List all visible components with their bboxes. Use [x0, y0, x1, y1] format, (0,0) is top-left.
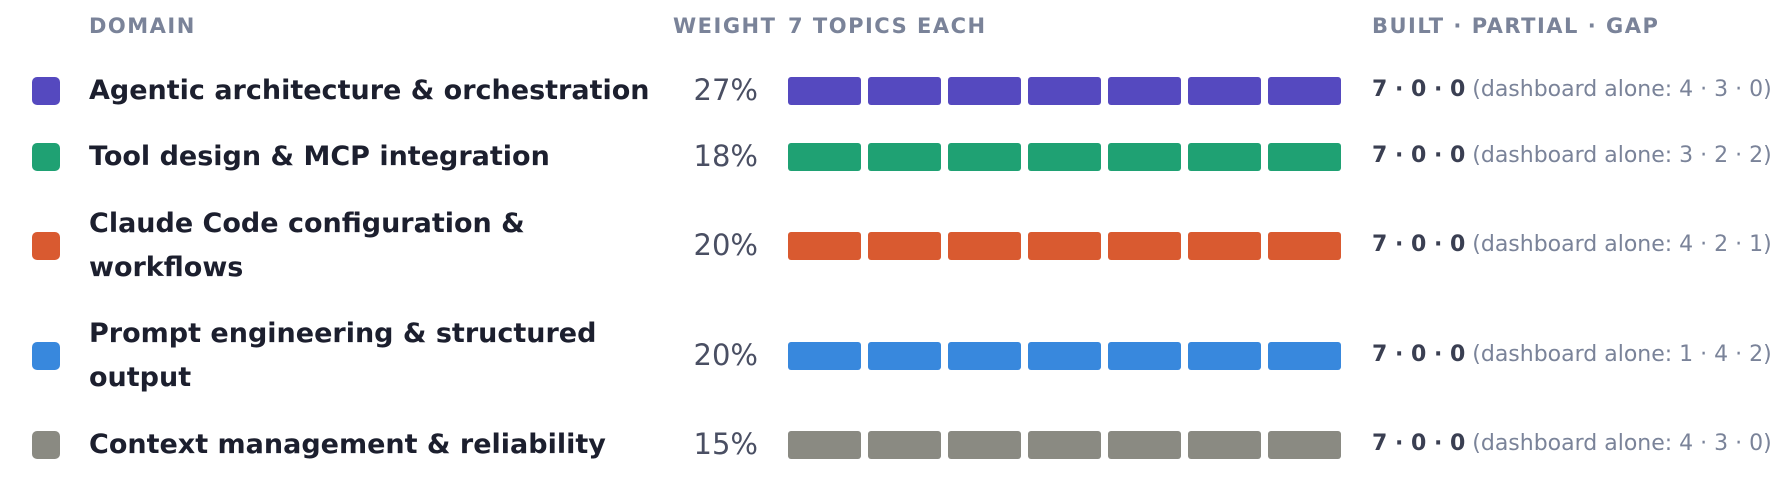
- domain-name: Agentic architecture & orchestration: [89, 69, 650, 113]
- dashboard-counts: (dashboard alone: 3 · 2 · 2): [1472, 143, 1772, 168]
- topic-segment: [788, 342, 861, 370]
- status-counts: 7 · 0 · 0: [1372, 77, 1466, 102]
- domain-name: Prompt engineering & structured output: [89, 312, 596, 400]
- topic-segment: [1028, 342, 1101, 370]
- topic-segment: [1268, 342, 1341, 370]
- name-line: Context management & reliability: [89, 429, 606, 460]
- topic-segment: [868, 342, 941, 370]
- topic-segment: [948, 342, 1021, 370]
- swatch: [32, 143, 60, 171]
- status: 7 · 0 · 0 (dashboard alone: 4 · 3 · 0): [1372, 431, 1772, 456]
- topic-segment: [1188, 143, 1261, 171]
- topic-segment: [788, 232, 861, 260]
- topic-segment: [1188, 232, 1261, 260]
- header-domain: DOMAIN: [89, 14, 196, 38]
- topic-segment: [948, 232, 1021, 260]
- topic-segment: [948, 431, 1021, 459]
- topic-segment: [1028, 232, 1101, 260]
- weight: 27%: [693, 73, 758, 107]
- topic-segment: [1108, 431, 1181, 459]
- name-line: Claude Code configuration &: [89, 208, 525, 239]
- name-line: Prompt engineering & structured: [89, 318, 597, 349]
- name-line: Agentic architecture & orchestration: [89, 75, 650, 106]
- topic-segment: [788, 77, 861, 105]
- status-counts: 7 · 0 · 0: [1372, 342, 1466, 367]
- topic-segment: [948, 143, 1021, 171]
- domain-name: Tool design & MCP integration: [89, 135, 550, 179]
- status: 7 · 0 · 0 (dashboard alone: 1 · 4 · 2): [1372, 342, 1772, 367]
- status: 7 · 0 · 0 (dashboard alone: 3 · 2 · 2): [1372, 143, 1772, 168]
- topic-segment: [868, 232, 941, 260]
- topic-segment: [1108, 143, 1181, 171]
- topic-segment: [868, 143, 941, 171]
- domain-name: Context management & reliability: [89, 423, 606, 467]
- dashboard-counts: (dashboard alone: 1 · 4 · 2): [1472, 342, 1772, 367]
- weight: 20%: [693, 228, 758, 262]
- name-line: workflows: [89, 252, 244, 283]
- name-line: output: [89, 362, 192, 393]
- weight: 18%: [693, 139, 758, 173]
- name-line: Tool design & MCP integration: [89, 141, 550, 172]
- topic-segment: [1188, 431, 1261, 459]
- header-weight: WEIGHT: [673, 14, 777, 38]
- dashboard-counts: (dashboard alone: 4 · 3 · 0): [1472, 431, 1772, 456]
- status: 7 · 0 · 0 (dashboard alone: 4 · 3 · 0): [1372, 77, 1772, 102]
- weight: 20%: [693, 338, 758, 372]
- swatch: [32, 232, 60, 260]
- status: 7 · 0 · 0 (dashboard alone: 4 · 2 · 1): [1372, 232, 1772, 257]
- dashboard-counts: (dashboard alone: 4 · 2 · 1): [1472, 232, 1772, 257]
- dashboard-counts: (dashboard alone: 4 · 3 · 0): [1472, 77, 1772, 102]
- topic-segment: [1028, 77, 1101, 105]
- status-counts: 7 · 0 · 0: [1372, 431, 1466, 456]
- swatch: [32, 77, 60, 105]
- topic-segment: [1108, 77, 1181, 105]
- topic-segment: [1268, 431, 1341, 459]
- topic-segment: [1268, 232, 1341, 260]
- topic-segment: [1268, 143, 1341, 171]
- topic-segment: [1108, 232, 1181, 260]
- topic-segment: [948, 77, 1021, 105]
- swatch: [32, 342, 60, 370]
- topic-segment: [1188, 342, 1261, 370]
- topic-segment: [868, 77, 941, 105]
- topic-segment: [1028, 431, 1101, 459]
- topic-segment: [1108, 342, 1181, 370]
- topic-segment: [1268, 77, 1341, 105]
- topic-segment: [1188, 77, 1261, 105]
- weight: 15%: [693, 427, 758, 461]
- topic-segment: [788, 431, 861, 459]
- status-counts: 7 · 0 · 0: [1372, 232, 1466, 257]
- topic-segment: [868, 431, 941, 459]
- status-counts: 7 · 0 · 0: [1372, 143, 1466, 168]
- swatch: [32, 431, 60, 459]
- header-topics: 7 TOPICS EACH: [788, 14, 987, 38]
- domain-name: Claude Code configuration & workflows: [89, 202, 525, 290]
- topic-segment: [1028, 143, 1101, 171]
- header-status: BUILT · PARTIAL · GAP: [1372, 14, 1660, 38]
- topic-segment: [788, 143, 861, 171]
